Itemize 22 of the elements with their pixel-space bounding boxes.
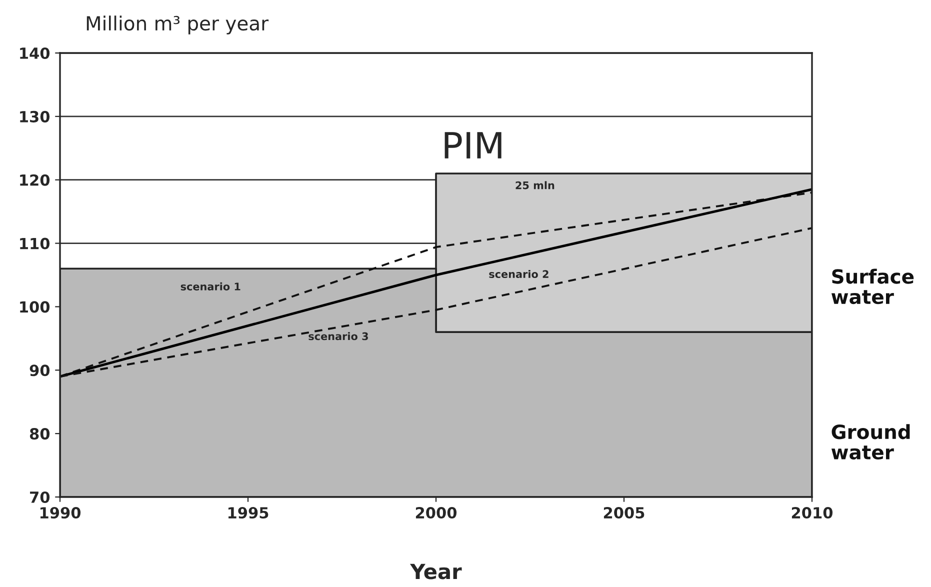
- y-axis-title: Million m³ per year: [86, 16, 269, 34]
- y-tick-label: 120: [20, 174, 50, 186]
- x-axis-title: Year: [410, 564, 462, 580]
- x-tick-label: 2010: [792, 506, 833, 519]
- annotation: scenario 2: [489, 270, 548, 278]
- x-tick-label: 1990: [40, 506, 81, 519]
- x-tick-label: 1995: [228, 507, 268, 519]
- y-tick-label: 130: [20, 110, 50, 122]
- y-tick-label: 100: [20, 301, 50, 313]
- annotation: PIM: [444, 132, 502, 158]
- x-tick-label: 2005: [604, 506, 644, 519]
- text: Ground water: [831, 424, 910, 460]
- y-tick-label: 70: [30, 491, 50, 504]
- y-tick-label: 110: [20, 238, 50, 250]
- text: Surface water: [831, 268, 914, 304]
- y-tick-label: 80: [30, 428, 50, 440]
- annotation: 25 mln: [516, 181, 554, 190]
- y-tick-label: 140: [20, 47, 50, 60]
- y-tick-label: 90: [30, 364, 50, 376]
- annotation: scenario 3: [308, 332, 368, 340]
- annotation: scenario 1: [180, 282, 240, 290]
- x-tick-label: 2000: [416, 506, 457, 519]
